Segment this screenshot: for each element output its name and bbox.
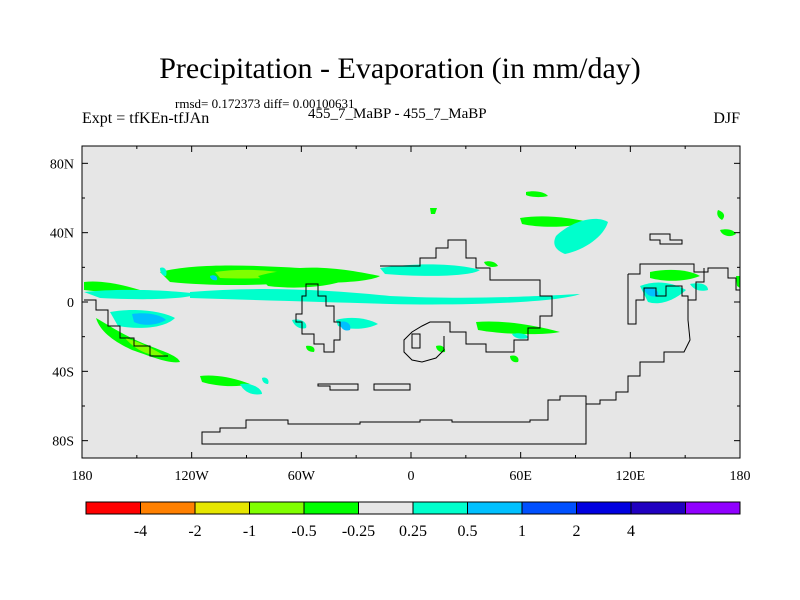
coastline-madagascar [411,333,421,349]
colorbar-swatch [140,501,196,515]
colorbar-label: -0.5 [291,523,316,540]
anomaly-patch [380,264,480,276]
anomaly-patch [512,333,528,339]
colorbar-swatch [85,501,141,515]
colorbar-label: -2 [188,523,201,540]
coastline-south-america [295,283,341,353]
colorbar-swatch [249,501,305,515]
latitude-axis: 80N 40N 0 40S 80S [50,157,740,450]
lon-tick-label: 60W [288,469,316,484]
anomaly-patch [262,377,269,384]
anomaly-patch [340,321,351,331]
anomaly-patch [690,283,708,291]
colorbar-label: -0.25 [342,523,375,540]
anomaly-patch [720,229,736,237]
colorbar-label: 1 [518,523,526,540]
lat-tick-label: 40S [52,365,74,380]
anomaly-patch [84,289,200,300]
colorbar-swatch [521,501,577,515]
lon-tick-label: 60E [509,469,532,484]
anomaly-patch [240,383,262,395]
anomaly-patch [84,281,140,292]
season-label: DJF [713,110,740,127]
anomaly-patch [258,270,350,288]
coastline-south-patagonia [317,383,359,391]
lon-tick-label: 180 [72,469,93,484]
experiment-label: Expt = tfKEn-tfJAn [82,110,210,127]
coastline-america-west [84,299,168,357]
colorbar-label: 0.5 [458,523,478,540]
map-title: Precipitation - Evaporation (in mm/day) [159,52,641,85]
colorbar-label: 2 [573,523,581,540]
colorbar-label: 0.25 [399,523,427,540]
anomaly-patch [210,275,218,281]
lat-tick-label: 80S [52,435,74,450]
anomaly-patch [96,318,180,363]
colorbar-swatch [194,501,250,515]
colorbar-swatch [630,501,686,515]
anomaly-patch [476,321,560,335]
anomaly-patch [306,345,315,352]
anomaly-patch [717,210,725,220]
anomaly-patch [736,276,740,288]
anomaly-patch [526,191,548,198]
lat-tick-label: 40N [50,227,74,242]
anomaly-patch [644,287,659,297]
colorbar-swatch [685,501,741,515]
lon-tick-label: 0 [408,469,415,484]
case-label: 455_7_MaBP - 455_7_MaBP [308,106,487,122]
colorbar-label: -4 [134,523,147,540]
anomaly-patch [200,375,250,387]
colorbar-swatch [467,501,523,515]
lat-tick-label: 80N [50,157,74,172]
rmsd-diff-stats: rmsd= 0.172373 diff= 0.00100631 [175,96,355,111]
coastline-antarctica [201,395,587,445]
coastline-asia-south [627,274,689,325]
colorbar-label: -1 [243,523,256,540]
coastline-australia [586,268,705,405]
anomaly-patch [160,267,167,276]
anomaly-patch [554,218,608,254]
lon-tick-label: 180 [730,469,751,484]
colorbar: -4 -2 -1 -0.5 -0.25 0.25 0.5 1 2 4 [85,501,741,540]
anomaly-patch [650,269,700,281]
colorbar-swatch [303,501,359,515]
lat-tick-label: 0 [67,296,74,311]
lon-tick-label: 120E [616,469,646,484]
colorbar-swatch [412,501,468,515]
colorbar-label: 4 [627,523,635,540]
lon-tick-label: 120W [175,469,210,484]
longitude-axis: 180 120W 60W 0 60E 120E 180 [72,146,751,484]
anomaly-patch [132,313,166,325]
coastline-south-georgia [373,383,411,391]
anomaly-patch [125,338,165,357]
anomaly-patch [510,355,519,363]
coastline-asia [628,263,740,291]
anomaly-patch [520,216,590,227]
anomaly-patch [190,289,580,305]
anomaly-patch [430,208,437,214]
colorbar-swatch [358,501,414,515]
anomaly-fields [84,191,740,395]
coastline-japan [649,233,683,245]
colorbar-swatch [576,501,632,515]
anomaly-patch [484,261,498,267]
coastlines [84,233,740,445]
coastline-africa [380,239,553,363]
